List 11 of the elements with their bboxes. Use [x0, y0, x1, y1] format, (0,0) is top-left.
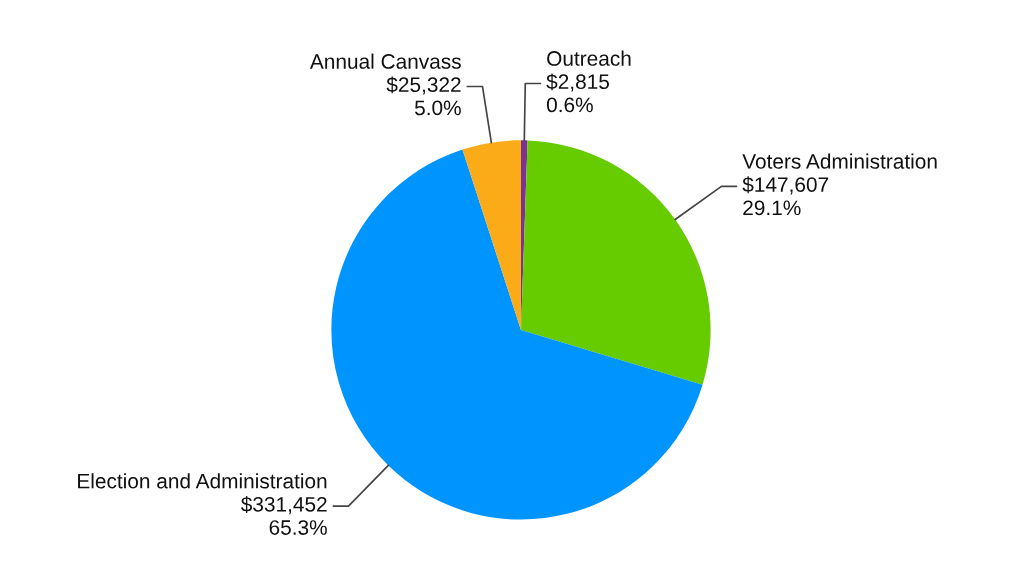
data-label: $331,452 65.3%: [240, 496, 327, 535]
slice-label: Election and Administration: [78, 473, 327, 489]
data-label: $25,322 5.0%: [386, 76, 461, 116]
slice-label: Voters Administration: [742, 153, 937, 169]
data-label: $147,607 29.1%: [742, 176, 829, 216]
pie-slice: [520, 140, 711, 385]
pie-slice: [331, 149, 703, 520]
data-label: $2,815 0.6%: [546, 73, 609, 113]
slice-label: Annual Canvass: [309, 53, 461, 69]
pie-slice: [462, 140, 521, 330]
slice-label: Outreach: [547, 50, 631, 66]
